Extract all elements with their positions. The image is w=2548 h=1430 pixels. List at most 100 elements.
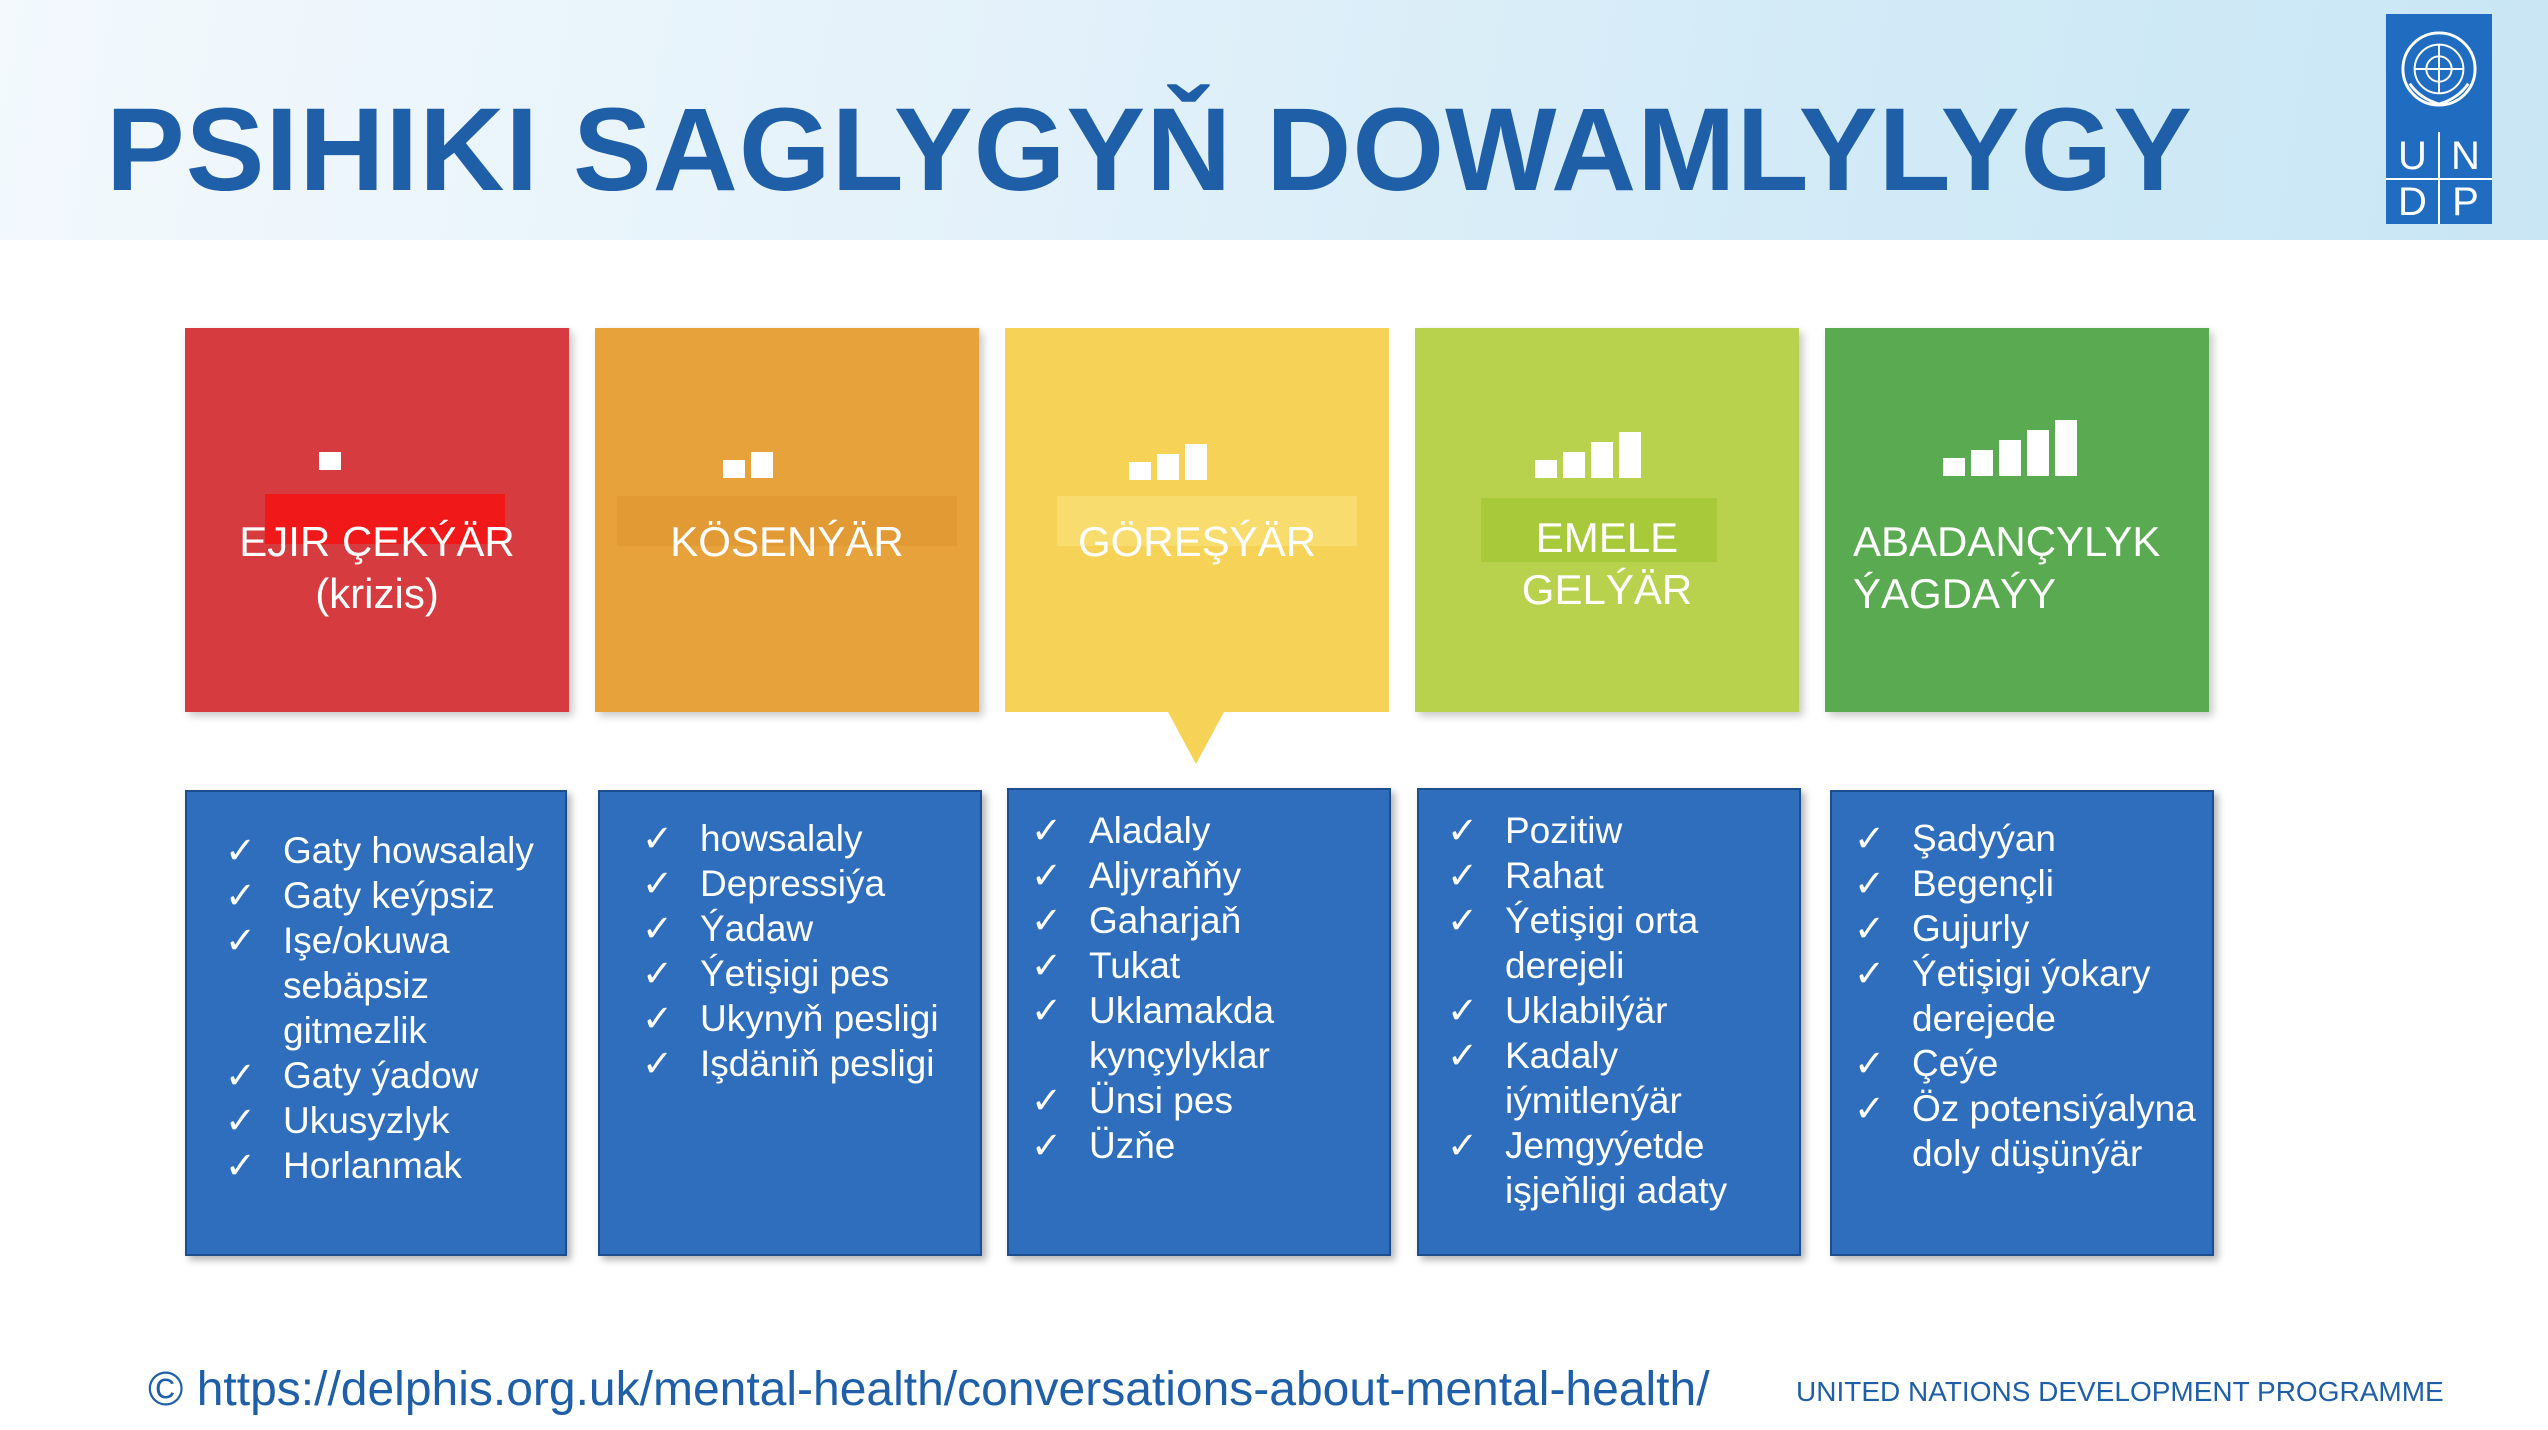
symptom-text: Tukat xyxy=(1089,945,1181,986)
symptom-item: ✓ Uklamakda kynçylyklar xyxy=(1031,988,1381,1078)
logo-letter-p: P xyxy=(2452,180,2479,224)
symptom-item: ✓ Gujurly xyxy=(1854,906,2204,951)
stage-box-crisis: EJIR ÇEKÝÄR (krizis) xyxy=(185,328,569,712)
checkmark-icon: ✓ xyxy=(1447,1125,1479,1166)
symptom-list: ✓ howsalaly ✓ Depressiýa ✓ Ýadaw ✓ Ýetişigi pes… xyxy=(642,816,972,1086)
symptom-text: Jemgyýetde işjeňligi adaty xyxy=(1505,1125,1728,1211)
symptom-item: ✓ Horlanmak xyxy=(225,1143,555,1188)
checkmark-icon: ✓ xyxy=(225,1055,257,1096)
signal-bar xyxy=(1943,458,1965,476)
symptom-list: ✓ Aladaly ✓ Aljyraňňy ✓ Gaharjaň ✓ Tukat ✓ Uklama… xyxy=(1031,808,1381,1168)
stage-box-coping: EMELE GELÝÄR xyxy=(1415,328,1799,712)
checkmark-icon: ✓ xyxy=(1031,810,1063,851)
checkmark-icon: ✓ xyxy=(1854,1043,1886,1084)
stage-label-line: (krizis) xyxy=(315,570,439,617)
signal-bars-icon xyxy=(1129,444,1207,480)
signal-bars-icon xyxy=(723,452,773,478)
symptom-item: ✓ Ukynyň pesligi xyxy=(642,996,972,1041)
symptom-text: Öz potensiýalyna doly düşünýär xyxy=(1912,1088,2196,1174)
symptom-item: ✓ Ýadaw xyxy=(642,906,972,951)
stage-label-line: KÖSENÝÄR xyxy=(670,518,904,565)
symptom-item: ✓ Işdäniň pesligi xyxy=(642,1041,972,1086)
signal-bar xyxy=(723,460,745,478)
symptom-item: ✓ Şadyýan xyxy=(1854,816,2204,861)
symptom-text: Aljyraňňy xyxy=(1089,855,1242,896)
signal-bar xyxy=(1535,460,1557,478)
symptom-text: Üzňe xyxy=(1089,1125,1176,1166)
checkmark-icon: ✓ xyxy=(1031,900,1063,941)
header-banner xyxy=(0,0,2548,240)
symptom-text: Horlanmak xyxy=(283,1145,462,1186)
symptom-item: ✓ Ukusyzlyk xyxy=(225,1098,555,1143)
checkmark-icon: ✓ xyxy=(1031,945,1063,986)
stage-label-line: GÖREŞÝÄR xyxy=(1077,518,1317,565)
symptom-text: Çeýe xyxy=(1912,1043,1999,1084)
stage-label: EMELE GELÝÄR xyxy=(1415,512,1799,616)
checkmark-icon: ✓ xyxy=(642,818,674,859)
symptom-item: ✓ Rahat xyxy=(1447,853,1787,898)
symptom-text: Ýetişigi pes xyxy=(700,953,890,994)
signal-bars-icon xyxy=(1535,432,1641,478)
symptom-list: ✓ Gaty howsalaly ✓ Gaty keýpsiz ✓ Işe/okuwa s… xyxy=(225,828,555,1188)
symptom-text: Aladaly xyxy=(1089,810,1211,851)
signal-bar xyxy=(2027,430,2049,476)
undp-logo: U N D P xyxy=(2386,14,2492,224)
checkmark-icon: ✓ xyxy=(642,998,674,1039)
checkmark-icon: ✓ xyxy=(225,875,257,916)
symptom-text: Gaty keýpsiz xyxy=(283,875,495,916)
symptom-item: ✓ Ýetişigi orta derejeli xyxy=(1447,898,1787,988)
current-stage-pointer xyxy=(1168,712,1224,764)
signal-bar xyxy=(1971,450,1993,476)
stage-label-line: EJIR ÇEKÝÄR xyxy=(239,518,515,565)
signal-bars-icon xyxy=(1943,420,2077,476)
symptom-text: Kadaly iýmitlenýär xyxy=(1505,1035,1682,1121)
symptom-text: Gaharjaň xyxy=(1089,900,1242,941)
symptom-item: ✓ Ünsi pes xyxy=(1031,1078,1381,1123)
symptom-list: ✓ Şadyýan ✓ Begençli ✓ Gujurly ✓ Ýetişigi ýokar… xyxy=(1854,816,2204,1176)
symptom-item: ✓ Jemgyýetde işjeňligi adaty xyxy=(1447,1123,1787,1213)
checkmark-icon: ✓ xyxy=(1854,863,1886,904)
checkmark-icon: ✓ xyxy=(642,908,674,949)
symptom-text: Işe/okuwa sebäpsiz gitmezlik xyxy=(283,920,450,1051)
symptom-item: ✓ Aladaly xyxy=(1031,808,1381,853)
symptom-text: Uklabilýär xyxy=(1505,990,1668,1031)
label-highlight xyxy=(265,494,505,544)
symptom-item: ✓ Çeýe xyxy=(1854,1041,2204,1086)
symptom-item: ✓ Gaharjaň xyxy=(1031,898,1381,943)
symptom-text: Ukynyň pesligi xyxy=(700,998,939,1039)
symptom-text: Ýetişigi orta derejeli xyxy=(1505,900,1699,986)
source-link[interactable]: © https://delphis.org.uk/mental-health/c… xyxy=(148,1363,1710,1416)
stage-box-wellbeing: ABADANÇYLYK ÝAGDAÝY xyxy=(1825,328,2209,712)
symptom-panel-struggling: ✓ Aladaly ✓ Aljyraňňy ✓ Gaharjaň ✓ Tukat ✓ Uklama… xyxy=(1007,788,1391,1256)
checkmark-icon: ✓ xyxy=(1447,900,1479,941)
label-highlight xyxy=(617,496,957,546)
un-emblem-icon xyxy=(2401,31,2477,107)
checkmark-icon: ✓ xyxy=(225,1145,257,1186)
symptom-item: ✓ howsalaly xyxy=(642,816,972,861)
symptom-item: ✓ Depressiýa xyxy=(642,861,972,906)
page-title: PSIHIKI SAGLYGYŇ DOWAMLYLYGY xyxy=(106,84,2193,216)
symptom-item: ✓ Işe/okuwa sebäpsiz gitmezlik xyxy=(225,918,555,1053)
checkmark-icon: ✓ xyxy=(1447,1035,1479,1076)
checkmark-icon: ✓ xyxy=(1031,855,1063,896)
symptom-text: Pozitiw xyxy=(1505,810,1623,851)
symptom-text: Ukusyzlyk xyxy=(283,1100,450,1141)
label-highlight xyxy=(1481,498,1717,562)
symptom-item: ✓ Üzňe xyxy=(1031,1123,1381,1168)
symptom-panel-wellbeing: ✓ Şadyýan ✓ Begençli ✓ Gujurly ✓ Ýetişigi ýokar… xyxy=(1830,790,2214,1256)
checkmark-icon: ✓ xyxy=(1031,1080,1063,1121)
symptom-item: ✓ Öz potensiýalyna doly düşünýär xyxy=(1854,1086,2204,1176)
logo-letter-n: N xyxy=(2451,134,2480,178)
organization-name: UNITED NATIONS DEVELOPMENT PROGRAMME xyxy=(1796,1376,2444,1407)
symptom-item: ✓ Uklabilýär xyxy=(1447,988,1787,1033)
stage-label: KÖSENÝÄR xyxy=(595,516,979,568)
signal-bar xyxy=(1185,444,1207,480)
symptom-text: howsalaly xyxy=(700,818,863,859)
symptom-list: ✓ Pozitiw ✓ Rahat ✓ Ýetişigi orta derejeli ✓ Uk… xyxy=(1447,808,1787,1213)
signal-bar xyxy=(1619,432,1641,478)
checkmark-icon: ✓ xyxy=(225,920,257,961)
symptom-panel-crisis: ✓ Gaty howsalaly ✓ Gaty keýpsiz ✓ Işe/okuwa s… xyxy=(185,790,567,1256)
signal-bar xyxy=(2055,420,2077,476)
symptom-text: Gaty ýadow xyxy=(283,1055,479,1096)
symptom-text: Gujurly xyxy=(1912,908,2030,949)
